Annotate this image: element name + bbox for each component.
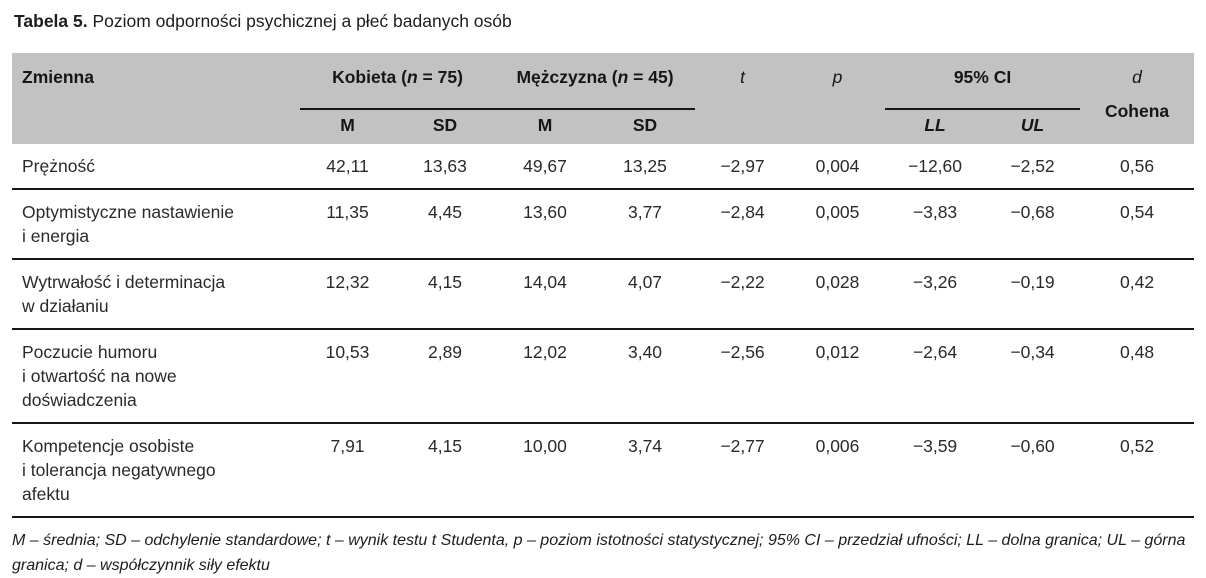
m-female-cell: 10,53: [325, 342, 370, 362]
sd-female-cell: 2,89: [427, 342, 463, 362]
sd-female-cell: 4,15: [427, 272, 463, 292]
m-male-cell: 13,60: [523, 202, 567, 222]
header-mean-male: M: [495, 109, 596, 144]
ll-cell: −12,60: [908, 156, 963, 176]
ul-cell: −2,52: [1010, 156, 1055, 176]
m-female-cell: 12,32: [325, 272, 370, 292]
row-poczucie-humoru: Poczucie humoru i otwartość na nowe dośw…: [12, 329, 1195, 423]
header-p-value: p: [790, 53, 886, 144]
header-group-male-n: n: [617, 67, 629, 87]
table-header: Zmienna Kobieta (n = 75) Mężczyzna (n = …: [12, 53, 1195, 144]
t-cell: −2,22: [720, 272, 765, 292]
header-upper-limit: UL: [985, 109, 1081, 144]
ll-cell: −3,26: [912, 272, 958, 292]
variable-cell: Wytrwałość i determinacja w działaniu: [22, 272, 226, 316]
header-group-female-suffix: = 75): [417, 67, 463, 87]
variable-cell: Prężność: [22, 156, 95, 176]
ul-cell: −0,34: [1010, 342, 1055, 362]
d-cohen-cell: 0,56: [1120, 156, 1155, 176]
header-lower-limit: LL: [885, 109, 986, 144]
table-footnote: M – średnia; SD – odchylenie standardowe…: [12, 532, 1186, 574]
statistics-table: Zmienna Kobieta (n = 75) Mężczyzna (n = …: [12, 53, 1195, 518]
table-caption: Tabela 5. Poziom odporności psychicznej …: [14, 8, 1194, 34]
d-cohen-cell: 0,42: [1120, 272, 1155, 292]
m-female-cell: 42,11: [326, 156, 369, 176]
header-group-male: Mężczyzna (n = 45): [495, 53, 696, 110]
header-d-cohen-word: Cohena: [1104, 101, 1170, 121]
header-group-female-prefix: Kobieta (: [332, 67, 407, 87]
header-confidence-interval: 95% CI: [885, 53, 1081, 110]
table-body: Prężność 42,11 13,63 49,67 13,25 −2,97 0…: [12, 144, 1195, 517]
header-group-male-prefix: Mężczyzna (: [516, 67, 618, 87]
t-cell: −2,97: [720, 156, 765, 176]
sd-male-cell: 3,40: [627, 342, 663, 362]
ul-cell: −0,68: [1010, 202, 1055, 222]
header-group-female: Kobieta (n = 75): [300, 53, 496, 110]
header-sd-female: SD: [395, 109, 496, 144]
variable-cell: Poczucie humoru i otwartość na nowe dośw…: [22, 342, 177, 410]
variable-cell: Optymistyczne nastawienie i energia: [22, 202, 235, 246]
ll-cell: −2,64: [912, 342, 958, 362]
p-cell: 0,012: [815, 342, 860, 362]
row-wytrwalosc-i-determinacja: Wytrwałość i determinacja w działaniu 12…: [12, 259, 1195, 329]
table-number: Tabela 5.: [14, 11, 88, 31]
sd-male-cell: 13,25: [623, 156, 667, 176]
ul-cell: −0,60: [1010, 436, 1055, 456]
ul-cell: −0,19: [1010, 272, 1055, 292]
m-female-cell: 7,91: [330, 436, 365, 456]
ll-cell: −3,59: [912, 436, 958, 456]
table-title-text: Poziom odporności psychicznej a płeć bad…: [87, 11, 512, 31]
d-cohen-cell: 0,52: [1120, 436, 1155, 456]
p-cell: 0,006: [815, 436, 860, 456]
header-mean-female: M: [300, 109, 395, 144]
sd-male-cell: 4,07: [627, 272, 663, 292]
header-group-female-n: n: [406, 67, 418, 87]
sd-male-cell: 3,74: [627, 436, 663, 456]
row-optymistyczne-nastawienie: Optymistyczne nastawienie i energia 11,3…: [12, 189, 1195, 259]
t-cell: −2,77: [720, 436, 765, 456]
d-cohen-cell: 0,54: [1120, 202, 1155, 222]
sd-female-cell: 13,63: [423, 156, 467, 176]
t-cell: −2,84: [720, 202, 765, 222]
header-t-statistic: t: [695, 53, 791, 144]
m-male-cell: 14,04: [523, 272, 567, 292]
sd-male-cell: 3,77: [627, 202, 663, 222]
p-cell: 0,005: [815, 202, 860, 222]
row-preznosc: Prężność 42,11 13,63 49,67 13,25 −2,97 0…: [12, 144, 1195, 189]
p-cell: 0,004: [815, 156, 860, 176]
sd-female-cell: 4,45: [427, 202, 463, 222]
header-row-groups: Zmienna Kobieta (n = 75) Mężczyzna (n = …: [12, 53, 1195, 144]
header-row-substats: M SD M SD LL UL: [12, 109, 1194, 144]
header-variable: Zmienna: [12, 53, 300, 144]
sd-female-cell: 4,15: [427, 436, 463, 456]
header-sd-male: SD: [595, 109, 696, 144]
d-cohen-cell: 0,48: [1120, 342, 1155, 362]
p-cell: 0,028: [815, 272, 860, 292]
variable-cell: Kompetencje osobiste i tolerancja negaty…: [22, 436, 216, 504]
header-d-cohen: d Cohena: [1080, 53, 1195, 144]
m-male-cell: 10,00: [523, 436, 567, 456]
m-male-cell: 12,02: [523, 342, 567, 362]
m-male-cell: 49,67: [523, 156, 567, 176]
row-kompetencje-osobiste: Kompetencje osobiste i tolerancja negaty…: [12, 423, 1195, 517]
header-d-cohen-symbol: d: [1132, 67, 1142, 87]
ll-cell: −3,83: [912, 202, 958, 222]
t-cell: −2,56: [720, 342, 765, 362]
header-group-male-suffix: = 45): [628, 67, 674, 87]
m-female-cell: 11,35: [326, 202, 369, 222]
